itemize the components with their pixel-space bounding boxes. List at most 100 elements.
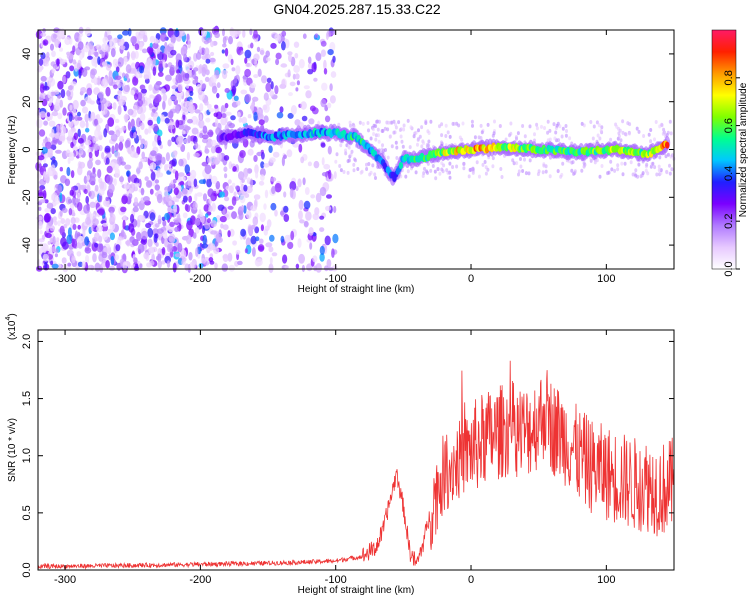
spectrogram-cell [112, 58, 119, 65]
spectrogram-cell [66, 234, 73, 245]
spectrogram-cell [521, 169, 525, 173]
spectrogram-cell [198, 263, 204, 269]
spectrogram-cell [68, 208, 73, 216]
spectrogram-cell [81, 68, 88, 77]
spectrogram-cell [537, 169, 541, 174]
spectrogram-cell [564, 133, 568, 138]
spectrogram-cell [96, 114, 100, 119]
spectrogram-cell [287, 241, 294, 250]
spectrogram-cell [457, 123, 461, 128]
spectrogram-ridge [217, 123, 671, 186]
spectrogram-cell [81, 260, 86, 269]
spectrogram-cell [204, 76, 210, 82]
spectrogram-cell [125, 64, 132, 74]
spectrogram-cell [214, 104, 219, 109]
spectrogram-cell [486, 122, 490, 127]
spectrogram-cell [436, 167, 440, 171]
spectrogram-cell [374, 137, 378, 142]
spectrogram-cell [422, 141, 426, 145]
spectrogram-cell [153, 233, 158, 243]
spectrogram-cell [414, 130, 418, 135]
spectrogram-cell [668, 171, 672, 176]
colorbar-ticks: 0.0 0.2 0.4 0.6 0.8 [723, 70, 740, 277]
spectrogram-cell [260, 224, 264, 232]
spectrogram-cell [289, 181, 297, 191]
spectrogram-cell [89, 100, 95, 105]
spectrogram-cell [358, 120, 362, 125]
spectrogram-cell [266, 57, 271, 62]
spectrogram-cell [210, 156, 216, 166]
spectrogram-cell [82, 106, 89, 114]
spectrogram-cell [245, 237, 251, 248]
spectrogram-cell [48, 120, 56, 127]
spectrogram-cell [150, 171, 156, 181]
spectrogram-cell [85, 121, 89, 129]
spectrogram-cell [324, 265, 329, 272]
spectrogram-cell [599, 128, 603, 133]
spectrogram-cell [180, 101, 188, 109]
spectrogram-cell [641, 171, 645, 176]
spectrogram-cell [395, 156, 399, 160]
spectrogram-cell [288, 54, 292, 62]
spectrogram-cell [589, 158, 593, 163]
spectrogram-cell [72, 99, 79, 110]
spectrogram-cell [253, 194, 261, 200]
spectrogram-cell [270, 177, 277, 182]
spectrogram-cell [220, 116, 228, 126]
spectrogram-cell [323, 68, 328, 75]
spectrogram-cell [66, 249, 74, 257]
spectrogram-cell [94, 143, 98, 151]
spectrogram-cell [227, 205, 234, 210]
spectrogram-cell [139, 263, 143, 269]
spectrogram-cell [59, 58, 66, 65]
spectrogram-cell [42, 253, 49, 262]
spectrogram-cell [480, 130, 484, 135]
spectrogram-cell [98, 145, 103, 151]
spectrogram-cell [141, 48, 148, 54]
spectrogram-cell [57, 94, 62, 99]
spectrogram-cell [254, 226, 260, 234]
spectrogram-cell [243, 205, 247, 214]
spectrogram-cell [663, 130, 667, 135]
spectrogram-cell [394, 140, 398, 145]
spectrogram-cell [72, 45, 76, 53]
snr-x-tick-label: -100 [325, 574, 347, 586]
spectrogram-cell [442, 163, 446, 168]
spectrogram-cell [202, 234, 207, 245]
spectrogram-cell [366, 121, 370, 125]
spectrogram-cell [282, 254, 288, 264]
spectrogram-cell [87, 159, 93, 169]
spectrogram-cell [185, 64, 190, 72]
spectrogram-cell [429, 119, 433, 124]
spectrogram-cell [107, 117, 115, 127]
spectrogram-cell [39, 111, 47, 118]
spectrogram-cell [471, 170, 475, 175]
spectrogram-cell [101, 251, 108, 259]
spectrogram-cell [244, 49, 252, 59]
spectrogram-cell [409, 125, 413, 130]
spectrogram-cell [223, 155, 230, 161]
spectrogram-cell [298, 210, 303, 220]
spectrogram-cell [194, 109, 201, 114]
spectrogram-cell [176, 69, 181, 74]
spectrogram-cell [38, 206, 42, 211]
spectrogram-cell [61, 257, 67, 264]
spectrogram-cell [118, 136, 124, 143]
spectrogram-cell [131, 146, 136, 152]
spectrogram-cell [228, 161, 233, 170]
spectrogram-cell [356, 167, 360, 171]
spectrogram-cell [147, 227, 154, 238]
spectrogram-cell [127, 146, 132, 155]
spectrogram-cell [348, 120, 352, 125]
spectrogram-cell [183, 53, 188, 63]
spectrogram-cell [398, 162, 404, 169]
spectrogram-cell [47, 148, 54, 154]
spectrogram-cell [204, 145, 208, 153]
spectrogram-cell [78, 69, 82, 79]
spectrogram-cell [43, 171, 47, 181]
spectrogram-cell [559, 174, 563, 179]
spectrogram-cell [179, 180, 185, 186]
spectrogram-cell [298, 199, 304, 210]
spectrogram-cell [256, 46, 261, 53]
